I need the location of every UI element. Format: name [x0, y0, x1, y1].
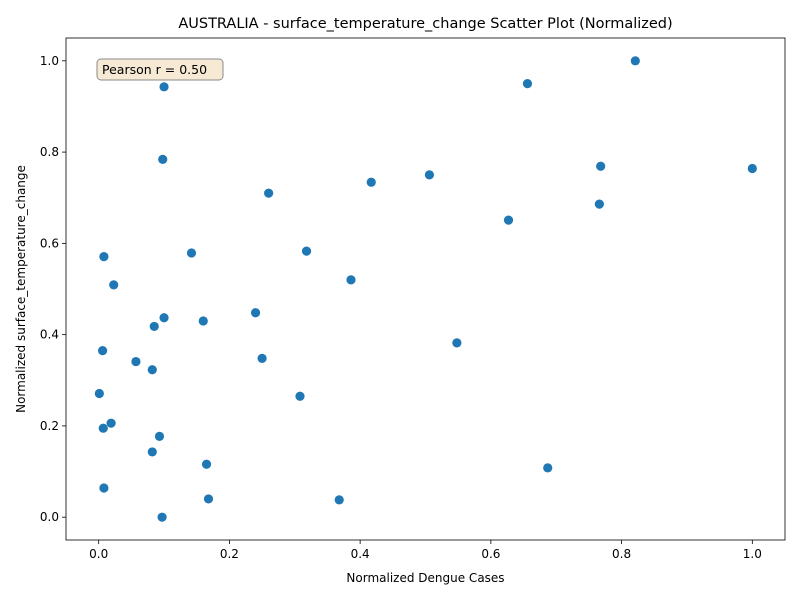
- annotation-box: [96, 58, 224, 81]
- x-tick-label: 0.8: [612, 547, 631, 561]
- scatter-point: [543, 463, 553, 473]
- y-tick-label: 0.8: [40, 145, 59, 159]
- scatter-point: [201, 459, 212, 469]
- scatter-point: [109, 280, 119, 290]
- x-tick-label: 0.0: [89, 547, 108, 561]
- scatter-point: [157, 512, 167, 522]
- y-axis-label: Normalized surface_temperature_change: [14, 165, 28, 413]
- scatter-point: [424, 170, 435, 180]
- x-axis-label: Normalized Dengue Cases: [346, 571, 504, 585]
- y-tick-label: 0.4: [40, 328, 59, 342]
- scatter-point: [346, 275, 356, 285]
- scatter-point: [295, 391, 305, 401]
- scatter-point: [154, 431, 165, 442]
- scatter-point: [522, 79, 533, 89]
- y-tick-label: 0.2: [40, 419, 59, 433]
- scatter-point: [131, 356, 141, 367]
- scatter-point: [149, 321, 159, 332]
- scatter-point: [99, 251, 109, 262]
- scatter-point: [301, 246, 312, 256]
- scatter-point: [98, 346, 108, 356]
- scatter-point: [452, 338, 462, 348]
- x-axis: 0.0 0.2 0.4 0.6 0.8 1.0: [89, 540, 762, 561]
- scatter-point: [198, 316, 208, 326]
- scatter-point: [334, 495, 344, 505]
- x-tick-label: 0.4: [351, 547, 370, 561]
- plot-area: [65, 37, 786, 541]
- scatter-point: [630, 56, 640, 66]
- scatter-point: [596, 161, 606, 171]
- y-axis: 0.0 0.2 0.4 0.6 0.8 1.0: [40, 54, 66, 524]
- y-tick-label: 0.0: [40, 510, 59, 524]
- scatter-point: [147, 447, 157, 457]
- y-tick-label: 1.0: [40, 54, 59, 68]
- scatter-point: [366, 177, 376, 187]
- chart-title: AUSTRALIA - surface_temperature_change S…: [178, 16, 672, 32]
- annotation-text: Pearson r = 0.50: [102, 62, 207, 77]
- scatter-point: [257, 353, 267, 363]
- scatter-point: [106, 418, 116, 428]
- scatter-point: [250, 308, 261, 318]
- scatter-point: [747, 163, 757, 174]
- y-tick-label: 0.6: [40, 236, 59, 250]
- scatter-point: [94, 388, 104, 399]
- scatter-point: [186, 248, 197, 258]
- x-tick-label: 0.6: [481, 547, 500, 561]
- scatter-point: [203, 494, 214, 504]
- pearson-annotation: Pearson r = 0.50: [96, 58, 224, 81]
- scatter-point: [99, 483, 109, 493]
- scatter-point: [594, 199, 604, 209]
- scatter-point: [147, 365, 157, 375]
- scatter-point: [159, 313, 169, 323]
- scatter-point: [159, 82, 169, 92]
- scatter-point: [98, 423, 108, 433]
- scatter-point: [158, 154, 168, 164]
- scatter-point: [264, 188, 274, 198]
- x-tick-label: 1.0: [743, 547, 762, 561]
- scatter-point: [503, 215, 514, 225]
- data-points: [94, 56, 757, 522]
- x-tick-label: 0.2: [220, 547, 239, 561]
